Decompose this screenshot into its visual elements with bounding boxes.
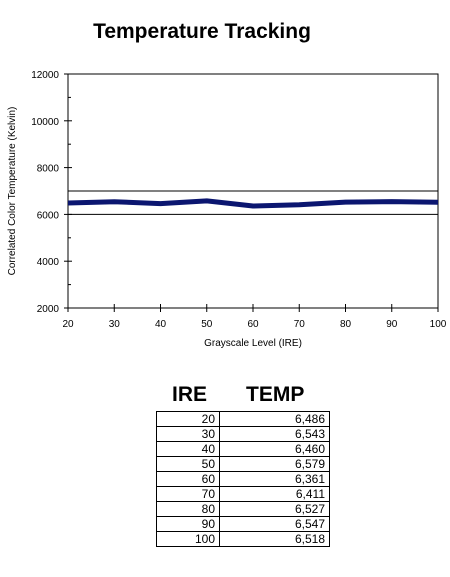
table-row: 20 6,486	[156, 411, 330, 427]
table-row: 80 6,527	[156, 501, 330, 517]
x-axis-label: Grayscale Level (IRE)	[204, 338, 302, 349]
table-row: 90 6,547	[156, 516, 330, 532]
table-row: 50 6,579	[156, 456, 330, 472]
y-axis-label: Correlated Color Temperature (Kelvin)	[7, 107, 18, 276]
ire-cell: 30	[156, 426, 220, 442]
table-header-temp: TEMP	[246, 383, 305, 406]
ire-cell: 90	[156, 516, 220, 532]
x-tick-label: 80	[340, 319, 352, 330]
ire-cell: 60	[156, 471, 220, 487]
x-tick-label: 70	[294, 319, 306, 330]
temperature-table: 20 6,486 30 6,543 40 6,460 50 6,579 60 6,361 70 6,4…	[156, 411, 330, 547]
y-tick-label: 6000	[37, 210, 60, 221]
y-tick-label: 12000	[31, 70, 59, 81]
x-tick-label: 50	[201, 319, 213, 330]
series-line	[67, 198, 439, 209]
y-tick-label: 2000	[37, 304, 60, 315]
x-tick-label: 40	[155, 319, 167, 330]
x-tick-label: 60	[247, 319, 259, 330]
table-header-ire: IRE	[172, 383, 208, 406]
table-header: IRE TEMP	[156, 383, 331, 413]
ire-cell: 80	[156, 501, 220, 517]
ire-cell: 50	[156, 456, 220, 472]
temp-cell: 6,543	[219, 426, 330, 442]
x-tick-label: 100	[430, 319, 447, 330]
temp-cell: 6,527	[219, 501, 330, 517]
chart-title: Temperature Tracking	[93, 20, 311, 43]
ire-cell: 70	[156, 486, 220, 502]
x-tick-label: 20	[62, 319, 74, 330]
temp-cell: 6,361	[219, 471, 330, 487]
temp-cell: 6,518	[219, 531, 330, 547]
temp-cell: 6,460	[219, 441, 330, 457]
y-tick-label: 8000	[37, 164, 60, 175]
y-tick-label: 4000	[37, 257, 60, 268]
temp-cell: 6,411	[219, 486, 330, 502]
ire-cell: 40	[156, 441, 220, 457]
table-row: 100 6,518	[156, 531, 330, 547]
ire-cell: 20	[156, 411, 220, 427]
y-tick-label: 10000	[31, 117, 59, 128]
temp-cell: 6,486	[219, 411, 330, 427]
x-tick-label: 90	[386, 319, 398, 330]
temperature-chart: 2000 4000 6000 8000 10000 12000 20 30 40 50 60 70 8…	[7, 70, 447, 349]
table-row: 30 6,543	[156, 426, 330, 442]
temp-cell: 6,547	[219, 516, 330, 532]
ire-cell: 100	[156, 531, 220, 547]
x-tick-label: 30	[109, 319, 121, 330]
table-row: 60 6,361	[156, 471, 330, 487]
table-row: 40 6,460	[156, 441, 330, 457]
temp-cell: 6,579	[219, 456, 330, 472]
table-row: 70 6,411	[156, 486, 330, 502]
